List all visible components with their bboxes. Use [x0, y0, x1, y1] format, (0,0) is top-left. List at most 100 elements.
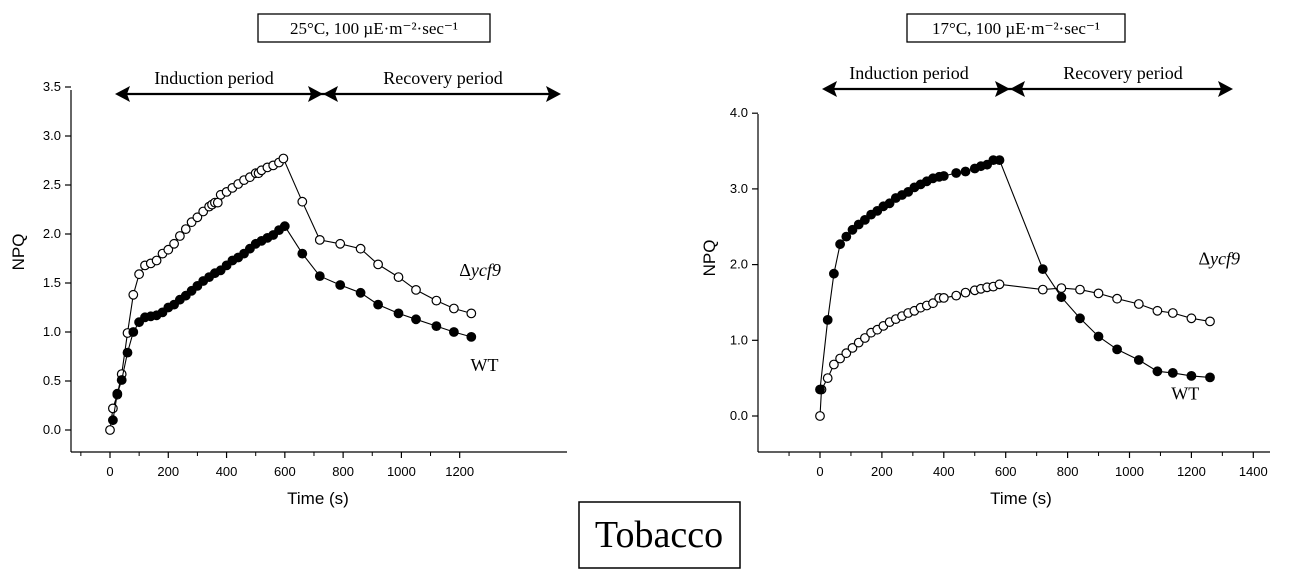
data-point-filled: [449, 327, 459, 337]
data-point-open: [1112, 293, 1122, 304]
data-point-filled: [1186, 371, 1197, 381]
data-point-filled: [128, 327, 139, 337]
y-tick-label: 2.0: [43, 226, 61, 241]
x-tick-label: 200: [871, 464, 893, 479]
recovery-period-label: Recovery period: [383, 68, 502, 88]
series-label-dycf9: Δycf9: [1198, 249, 1240, 269]
data-point-open: [355, 243, 366, 254]
y-tick-label: 1.0: [730, 332, 748, 347]
series-label-wt: WT: [1171, 383, 1199, 403]
data-point-filled: [951, 168, 962, 178]
data-point-filled: [279, 221, 290, 232]
x-tick-label: 800: [1057, 464, 1079, 479]
x-tick-label: 1000: [1115, 464, 1144, 479]
series-line-dycf9: [819, 283, 1211, 417]
data-point-open: [835, 353, 845, 364]
induction-period-label: Induction period: [849, 63, 968, 83]
data-point-filled: [815, 384, 825, 395]
data-point-open: [1152, 305, 1163, 316]
y-tick-label: 0.5: [43, 373, 61, 388]
data-point-filled: [1093, 331, 1104, 342]
y-tick-label: 3.0: [730, 181, 748, 196]
x-tick-label: 600: [274, 464, 296, 479]
data-point-filled: [841, 231, 852, 242]
data-point-open: [847, 343, 858, 353]
data-point-open: [841, 348, 852, 359]
data-point-open: [449, 303, 459, 314]
data-point-open: [192, 212, 203, 223]
data-point-filled: [860, 214, 870, 225]
data-point-open: [393, 272, 404, 283]
arrowhead-left: [822, 81, 837, 97]
data-point-filled: [411, 314, 421, 325]
arrowhead-right: [546, 86, 561, 102]
data-point-open: [128, 289, 139, 300]
data-point-filled: [829, 268, 839, 279]
data-point-open: [105, 425, 115, 435]
data-point-filled: [1205, 372, 1215, 383]
data-point-filled: [466, 332, 477, 342]
data-point-open: [822, 373, 833, 384]
arrowhead-mid-right: [308, 86, 323, 102]
data-point-filled: [1075, 313, 1085, 324]
figure-label-box: Tobacco: [578, 501, 741, 569]
arrowhead-left: [115, 86, 130, 102]
data-point-open: [314, 234, 325, 245]
y-tick-label: 1.0: [43, 324, 61, 339]
x-tick-label: 400: [933, 464, 955, 479]
data-point-filled: [835, 239, 845, 250]
x-tick-label: 200: [157, 464, 179, 479]
data-point-filled: [355, 287, 366, 298]
data-point-open: [860, 333, 870, 343]
data-point-filled: [107, 415, 118, 426]
data-point-open: [938, 293, 949, 303]
x-tick-label: 1400: [1239, 464, 1268, 479]
arrowhead-mid-left: [323, 86, 338, 102]
recovery-period-label: Recovery period: [1063, 63, 1182, 83]
data-point-open: [1186, 313, 1197, 324]
data-point-open: [815, 411, 825, 421]
data-point-filled: [1152, 366, 1163, 377]
data-point-open: [466, 308, 477, 319]
data-point-open: [1205, 316, 1215, 327]
y-tick-label: 0.0: [730, 408, 748, 423]
x-tick-label: 600: [995, 464, 1017, 479]
data-point-open: [960, 287, 971, 298]
data-point-filled: [112, 388, 123, 399]
data-point-filled: [1167, 368, 1178, 378]
arrowhead-mid-right: [995, 81, 1010, 97]
series-label-wt: WT: [470, 355, 498, 375]
x-tick-label: 1200: [1177, 464, 1206, 479]
arrowhead-mid-left: [1010, 81, 1025, 97]
data-point-open: [1037, 284, 1048, 295]
data-point-filled: [1056, 292, 1067, 303]
data-point-filled: [335, 280, 346, 290]
chart-panel-25c: 25°C, 100 µE·m⁻²·sec⁻¹ Induction period Re…: [9, 13, 567, 508]
data-point-open: [180, 224, 191, 235]
data-point-open: [174, 231, 185, 241]
x-tick-label: 400: [216, 464, 238, 479]
condition-label: 17°C, 100 µE·m⁻²·sec⁻¹: [932, 19, 1100, 38]
data-point-filled: [297, 248, 308, 259]
data-point-open: [297, 196, 308, 207]
data-point-open: [169, 238, 180, 249]
data-point-open: [994, 279, 1005, 290]
x-axis-label: Time (s): [287, 489, 349, 508]
data-point-open: [1056, 283, 1067, 294]
data-point-filled: [884, 198, 895, 209]
data-point-filled: [116, 375, 127, 385]
y-tick-label: 3.0: [43, 128, 61, 143]
data-point-open: [951, 290, 962, 301]
y-tick-label: 1.5: [43, 275, 61, 290]
y-axis-label: NPQ: [700, 240, 719, 277]
data-point-filled: [994, 155, 1005, 166]
condition-box: [257, 13, 491, 43]
data-point-open: [1133, 299, 1144, 309]
data-point-open: [373, 259, 384, 270]
data-point-filled: [1133, 355, 1144, 365]
data-point-filled: [1037, 264, 1048, 275]
data-point-filled: [314, 271, 325, 282]
data-point-open: [278, 153, 289, 164]
series-label-dycf9: Δycf9: [459, 260, 501, 280]
